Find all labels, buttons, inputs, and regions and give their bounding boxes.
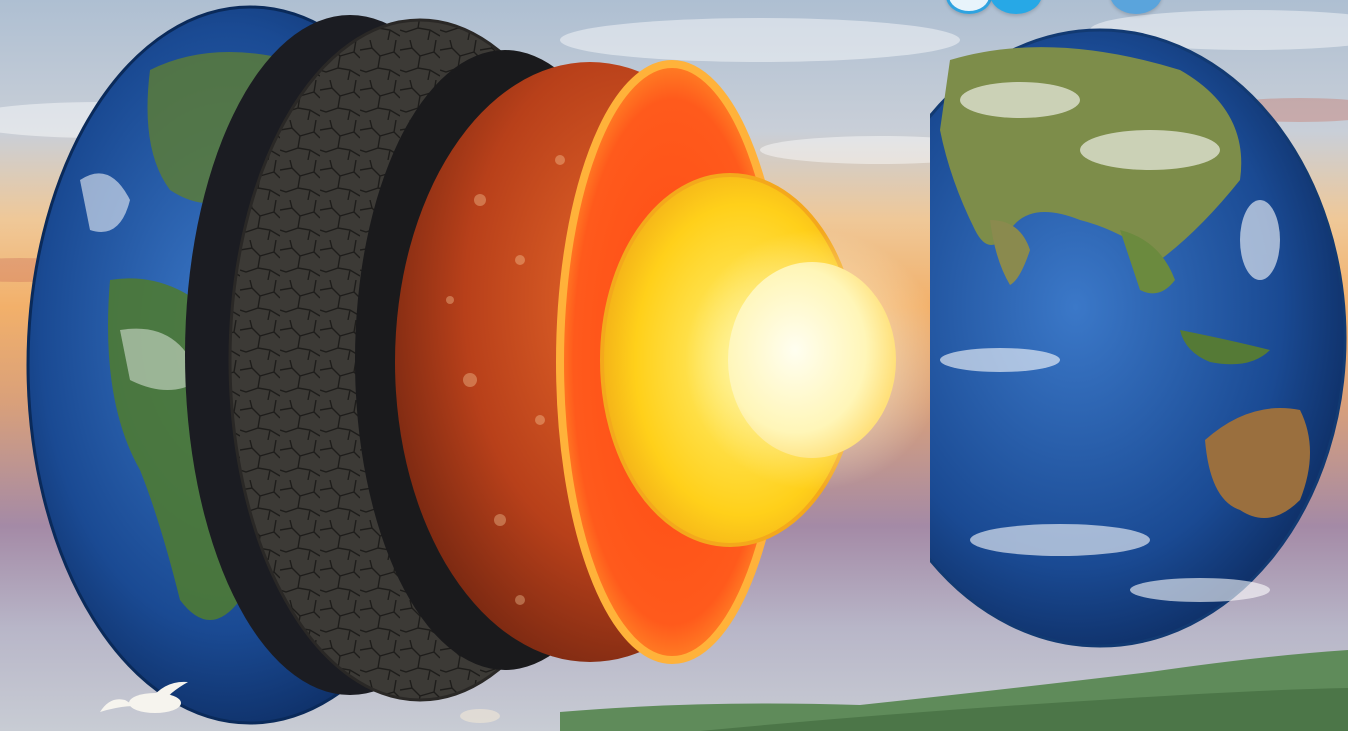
bird-icon <box>100 681 188 713</box>
circle-icon[interactable] <box>990 0 1042 14</box>
circle-icon[interactable] <box>1110 0 1162 14</box>
earth-right-hemisphere <box>930 28 1347 648</box>
inner-core-layer <box>685 230 945 490</box>
